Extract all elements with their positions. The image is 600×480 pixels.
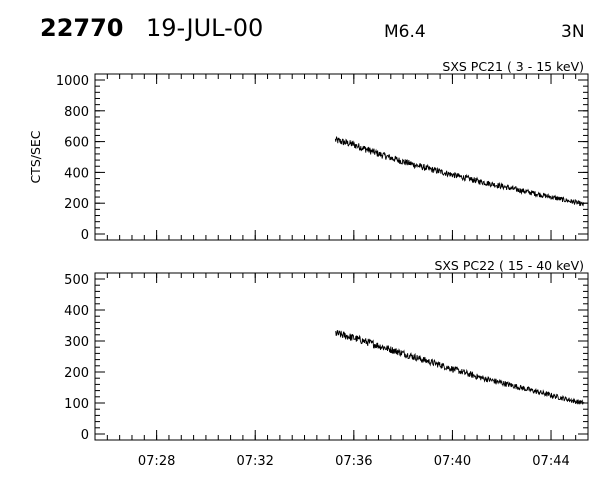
event-date: 19-JUL-00 [146,14,264,42]
y-tick-label-1-0: 0 [81,428,89,443]
flare-location: 3N [561,22,585,42]
y-tick-label-1-3: 300 [64,335,89,350]
y-axis-label-0: CTS/SEC [28,130,43,183]
y-tick-label-0-4: 800 [64,105,89,120]
y-tick-label-0-3: 600 [64,136,89,151]
x-tick-label-1-4: 07:44 [532,454,569,469]
y-tick-label-0-0: 0 [81,228,89,243]
plot-frame-1 [94,272,589,441]
y-tick-label-0-5: 1000 [56,74,89,89]
y-tick-label-1-2: 200 [64,366,89,381]
x-tick-label-1-2: 07:36 [335,454,372,469]
x-tick-label-1-0: 07:28 [138,454,175,469]
plot-frame-0 [94,73,589,241]
x-tick-label-1-3: 07:40 [434,454,471,469]
y-tick-label-1-1: 100 [64,397,89,412]
y-tick-label-0-1: 200 [64,197,89,212]
x-tick-label-1-1: 07:32 [236,454,273,469]
y-tick-label-1-5: 500 [64,273,89,288]
plot-title-0: SXS PC21 ( 3 - 15 keV) [442,59,584,74]
series-line-1-0 [335,330,585,405]
y-tick-label-0-2: 400 [64,166,89,181]
series-line-0-0 [334,136,585,207]
plot-title-1: SXS PC22 ( 15 - 40 keV) [434,258,584,273]
event-id: 22770 [40,14,124,42]
flare-class: M6.4 [384,22,426,42]
y-tick-label-1-4: 400 [64,304,89,319]
